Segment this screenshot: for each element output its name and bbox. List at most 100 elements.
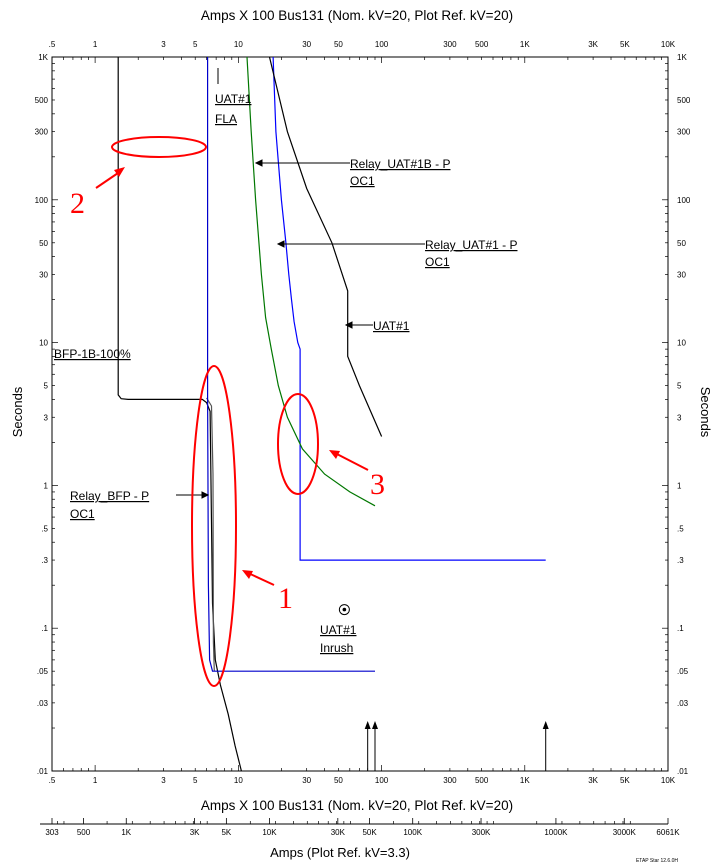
x-tick-label-top: 1 bbox=[93, 40, 98, 49]
bottom-axis-title: Amps X 100 Bus131 (Nom. kV=20, Plot Ref.… bbox=[201, 798, 513, 813]
label-relay-bfp-line1: Relay_BFP - P bbox=[70, 489, 149, 503]
bottom-amps-axis-label: Amps (Plot Ref. kV=3.3) bbox=[270, 845, 410, 860]
x2-tick-label: 1K bbox=[121, 828, 131, 837]
series-line-2 bbox=[206, 397, 215, 672]
y-tick-label-right: 500 bbox=[677, 96, 691, 105]
y-tick-label-left: 100 bbox=[35, 196, 49, 205]
x2-tick-label: 3000K bbox=[613, 828, 637, 837]
y-tick-label-right: .03 bbox=[677, 699, 689, 708]
callout-number-1: 1 bbox=[278, 582, 293, 615]
y-tick-label-right: .3 bbox=[677, 556, 684, 565]
annotation-arrows bbox=[176, 68, 425, 499]
x-tick-label-top: 3K bbox=[588, 40, 598, 49]
callout-ellipse-1 bbox=[191, 365, 237, 687]
y-tick-label-left: 500 bbox=[35, 96, 49, 105]
y-tick-label-left: .3 bbox=[41, 556, 48, 565]
y-tick-label-left: 3 bbox=[44, 413, 49, 422]
x2-tick-label: 3K bbox=[190, 828, 200, 837]
series-line-1 bbox=[117, 57, 242, 772]
y-tick-label-right: 5 bbox=[677, 382, 682, 391]
callout-ellipse-2 bbox=[111, 136, 207, 158]
x-tick-label-top: 10 bbox=[234, 40, 243, 49]
y-tick-label-left: 1 bbox=[44, 481, 49, 490]
label-relay-uat1-line1: Relay_UAT#1 - P bbox=[425, 238, 517, 252]
x2-tick-label: 500 bbox=[77, 828, 91, 837]
y-tick-label-right: .05 bbox=[677, 667, 689, 676]
label-uat1: UAT#1 bbox=[373, 319, 410, 333]
x-tick-label-bottom: 3K bbox=[588, 776, 598, 785]
y-tick-label-left: 300 bbox=[35, 128, 49, 137]
y-tick-label-left: .1 bbox=[41, 624, 48, 633]
fault-current-arrowhead bbox=[542, 721, 549, 729]
x-tick-label-bottom: 30 bbox=[302, 776, 311, 785]
label-relay-bfp-line2: OC1 bbox=[70, 507, 95, 521]
label-uat-inrush-line1: UAT#1 bbox=[320, 623, 357, 637]
y-tick-label-left: .03 bbox=[37, 699, 49, 708]
series-line-3 bbox=[207, 57, 375, 672]
series-line-5 bbox=[246, 56, 376, 507]
x2-tick-label: 5K bbox=[221, 828, 231, 837]
x-tick-label-bottom: 1 bbox=[93, 776, 98, 785]
software-footer: ETAP Star 12.6.0H bbox=[636, 858, 678, 864]
y-tick-label-right: 30 bbox=[677, 270, 686, 279]
x-tick-label-top: 1K bbox=[520, 40, 530, 49]
marker-layer bbox=[338, 604, 549, 771]
x-tick-label-top: .5 bbox=[49, 40, 56, 49]
x2-tick-label: 6061K bbox=[656, 828, 680, 837]
x2-tick-label: 100K bbox=[403, 828, 422, 837]
y-tick-label-right: 50 bbox=[677, 239, 686, 248]
x2-tick-label: 300K bbox=[472, 828, 491, 837]
y-tick-label-right: 10 bbox=[677, 339, 686, 348]
label-relay-uat1b-line1: Relay_UAT#1B - P bbox=[350, 157, 450, 171]
y-tick-label-left: 50 bbox=[39, 239, 48, 248]
x-tick-label-top: 5 bbox=[193, 40, 198, 49]
callout-ellipse-3 bbox=[277, 393, 319, 495]
y-tick-label-left: .05 bbox=[37, 667, 49, 676]
y-tick-label-left: 5 bbox=[44, 382, 49, 391]
axis-ticks: .5 .5 1 1 3 3 5 5 10 10 30 30 50 50 100 100 300 300 500 500… bbox=[35, 40, 691, 837]
x-tick-label-bottom: 500 bbox=[475, 776, 489, 785]
y-tick-label-right: .01 bbox=[677, 767, 689, 776]
y-tick-label-right: .1 bbox=[677, 624, 684, 633]
y-tick-label-right: .5 bbox=[677, 524, 684, 533]
x-tick-label-top: 3 bbox=[161, 40, 166, 49]
red-callouts bbox=[95, 136, 369, 687]
x-tick-label-top: 100 bbox=[375, 40, 389, 49]
y-tick-label-right: 1K bbox=[677, 53, 687, 62]
label-uat-inrush-line2: Inrush bbox=[320, 641, 353, 655]
x-tick-label-bottom: .5 bbox=[49, 776, 56, 785]
x-tick-label-bottom: 5K bbox=[620, 776, 630, 785]
y-tick-label-left: 30 bbox=[39, 270, 48, 279]
x2-tick-label: 303 bbox=[45, 828, 59, 837]
x2-tick-label: 30K bbox=[331, 828, 346, 837]
series-layer bbox=[117, 56, 546, 772]
top-axis-title: Amps X 100 Bus131 (Nom. kV=20, Plot Ref.… bbox=[201, 8, 513, 23]
x-tick-label-bottom: 3 bbox=[161, 776, 166, 785]
y-tick-label-right: 1 bbox=[677, 481, 682, 490]
label-relay-uat1b-line2: OC1 bbox=[350, 174, 375, 188]
x-tick-label-bottom: 10K bbox=[661, 776, 676, 785]
red-callout-arrowheads bbox=[114, 167, 340, 579]
y-tick-label-left: 10 bbox=[39, 339, 48, 348]
x-tick-label-bottom: 10 bbox=[234, 776, 243, 785]
label-bfp: BFP-1B-100% bbox=[54, 347, 131, 361]
inrush-marker-dot bbox=[342, 607, 347, 612]
x-tick-label-bottom: 100 bbox=[375, 776, 389, 785]
x-tick-label-top: 30 bbox=[302, 40, 311, 49]
x-tick-label-bottom: 5 bbox=[193, 776, 198, 785]
inrush-marker bbox=[338, 604, 350, 616]
x2-tick-label: 1000K bbox=[544, 828, 568, 837]
x-tick-label-top: 50 bbox=[334, 40, 343, 49]
y-tick-label-right: 100 bbox=[677, 196, 691, 205]
plot-frame bbox=[51, 56, 669, 772]
x2-tick-label: 10K bbox=[262, 828, 277, 837]
label-relay-uat1-line2: OC1 bbox=[425, 255, 450, 269]
y-tick-label-left: .5 bbox=[41, 524, 48, 533]
label-uat-fla-line1: UAT#1 bbox=[215, 92, 252, 106]
left-axis-label: Seconds bbox=[10, 386, 25, 437]
fault-current-arrowhead bbox=[364, 721, 371, 729]
y-tick-label-right: 3 bbox=[677, 413, 682, 422]
x2-tick-label: 50K bbox=[362, 828, 377, 837]
x-tick-label-top: 10K bbox=[661, 40, 676, 49]
